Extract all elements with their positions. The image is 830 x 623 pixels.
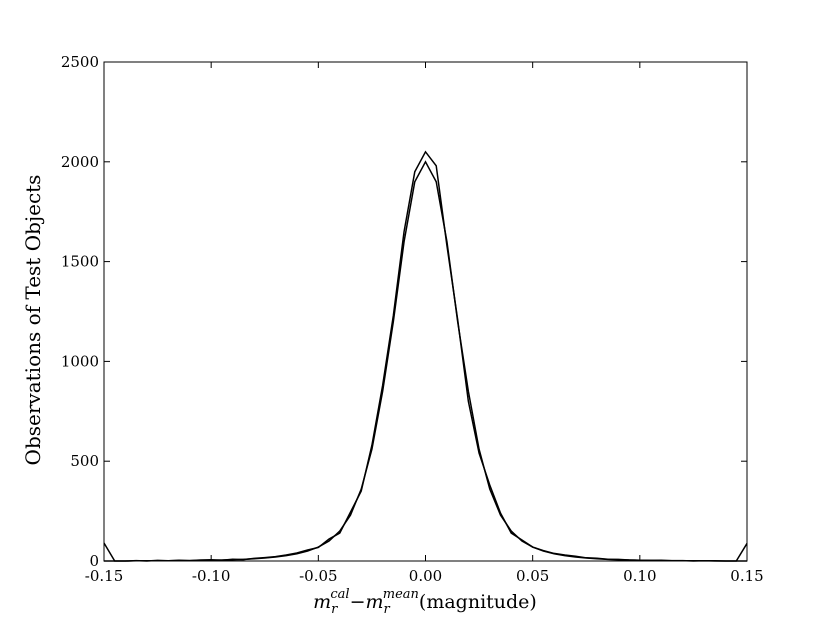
y-tick-label: 2000 — [61, 153, 99, 171]
x-tick-label: -0.10 — [192, 567, 230, 585]
x-label-part: m — [313, 591, 331, 613]
x-label-part: cal — [330, 587, 349, 602]
x-tick-label: 0.15 — [730, 567, 763, 585]
x-tick-label: 0.00 — [409, 567, 442, 585]
plot-frame — [103, 61, 748, 562]
y-tick-label: 1500 — [61, 253, 99, 271]
x-tick-label: 0.10 — [623, 567, 656, 585]
y-tick-label: 500 — [70, 452, 99, 470]
y-axis-label: Observations of Test Objects — [21, 175, 45, 466]
x-label-part: r — [331, 602, 338, 617]
x-tick-label: 0.05 — [516, 567, 549, 585]
data-line — [104, 160, 747, 562]
x-label-part: −m — [350, 591, 384, 613]
x-axis-label: mrcal−mrmean(magnitude) — [313, 587, 537, 617]
x-tick-label: -0.05 — [299, 567, 337, 585]
y-tick-label: 0 — [89, 552, 99, 570]
x-tick-label: -0.15 — [85, 567, 123, 585]
x-label-part: r — [384, 602, 391, 617]
x-label-part: (magnitude) — [419, 591, 537, 613]
y-tick-label: 2500 — [61, 53, 99, 71]
y-tick-label: 1000 — [61, 352, 99, 370]
data-line — [103, 150, 748, 562]
x-label-part: mean — [383, 587, 419, 602]
